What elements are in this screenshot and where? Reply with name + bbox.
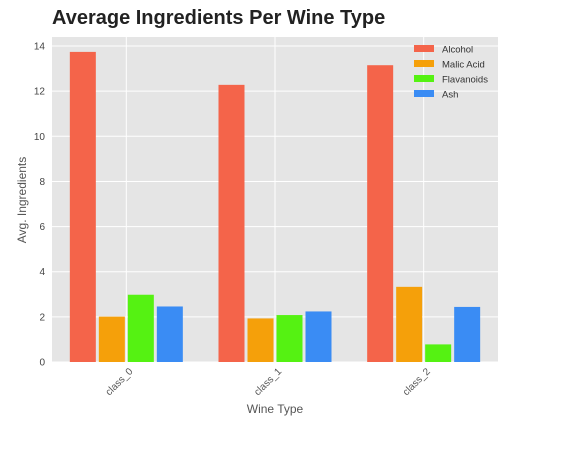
legend-swatch	[414, 75, 434, 82]
bar-ash-class_1	[305, 311, 332, 362]
y-tick-label: 10	[34, 132, 46, 143]
bar-flavanoids-class_1	[276, 315, 303, 362]
bar-alcohol-class_0	[69, 51, 96, 362]
y-tick-label: 6	[39, 222, 45, 233]
bar-alcohol-class_2	[367, 65, 394, 363]
bars	[69, 51, 481, 363]
chart-title: Average Ingredients Per Wine Type	[52, 7, 386, 29]
x-axis-label: Wine Type	[247, 402, 304, 416]
y-axis-label: Avg. Ingredients	[15, 157, 29, 244]
bar-alcohol-class_1	[218, 84, 245, 362]
x-tick-label: class_1	[252, 366, 284, 398]
y-tick-label: 12	[34, 87, 46, 98]
legend-label: Alcohol	[442, 45, 473, 56]
legend: Alcohol Malic Acid Flavanoids Ash	[414, 45, 488, 101]
bar-flavanoids-class_2	[425, 344, 452, 362]
legend-swatch	[414, 90, 434, 97]
y-tick-labels: 0 2 4 6 8 10 12 14	[34, 42, 46, 369]
y-tick-label: 4	[39, 267, 45, 278]
legend-swatch	[414, 45, 434, 52]
bar-malic-acid-class_0	[98, 316, 125, 362]
x-tick-labels: class_0 class_1 class_2	[104, 366, 433, 398]
legend-label: Flavanoids	[442, 75, 488, 86]
y-tick-label: 2	[39, 312, 45, 323]
bar-ash-class_0	[156, 306, 183, 362]
legend-swatch	[414, 60, 434, 67]
legend-label: Malic Acid	[442, 60, 485, 71]
y-tick-label: 0	[39, 358, 45, 369]
legend-label: Ash	[442, 90, 458, 101]
bar-malic-acid-class_2	[396, 286, 423, 362]
bar-flavanoids-class_0	[127, 294, 154, 362]
y-tick-label: 8	[39, 177, 45, 188]
bar-malic-acid-class_1	[247, 318, 274, 362]
y-tick-label: 14	[34, 42, 46, 53]
bar-ash-class_2	[454, 306, 481, 362]
x-tick-label: class_2	[401, 366, 433, 398]
x-tick-label: class_0	[104, 366, 136, 398]
